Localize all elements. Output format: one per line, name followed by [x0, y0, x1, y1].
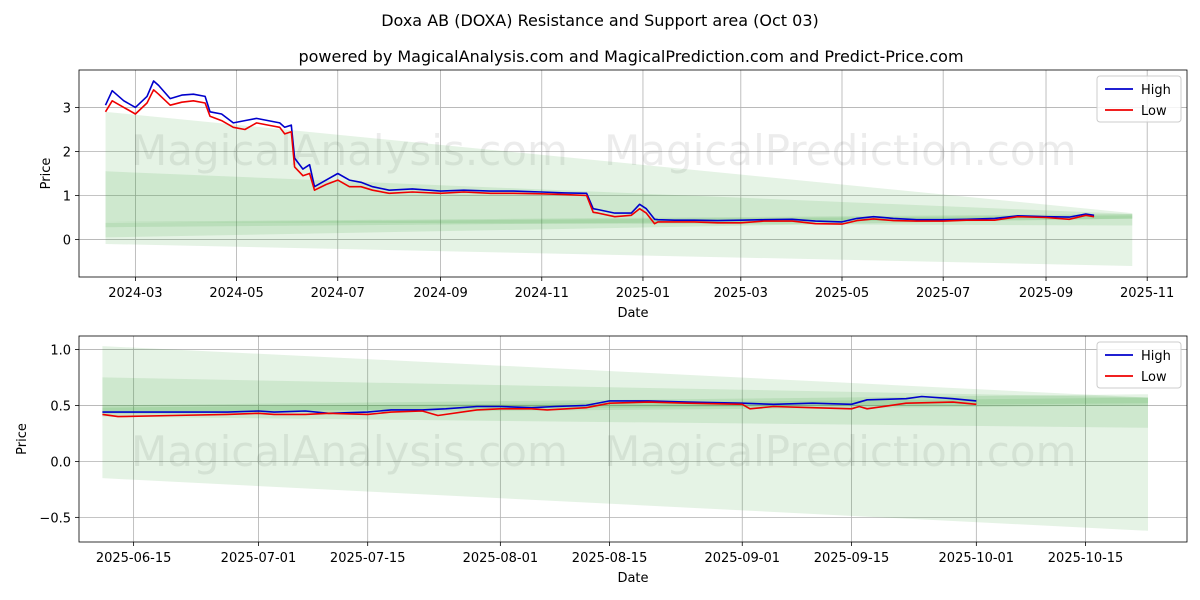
x-tick-label: 2025-08-01 [463, 551, 539, 566]
bottom-panel: MagicalAnalysis.com MagicalPrediction.com… [15, 335, 1188, 586]
watermark-text: MagicalPrediction.com [604, 126, 1077, 175]
series-line-low [104, 89, 1095, 225]
y-tick-label: 2 [63, 145, 71, 160]
x-tick-label: 2025-03 [714, 286, 768, 301]
x-axis-label: Date [617, 571, 648, 586]
y-tick-label: 1.0 [50, 343, 71, 358]
x-tick-label: 2024-11 [515, 286, 569, 301]
support-resistance-band [102, 346, 1148, 531]
legend-label-low: Low [1141, 370, 1167, 385]
x-tick-label: 2025-07-15 [330, 551, 406, 566]
series-line-low [102, 401, 977, 418]
series-line-high [104, 80, 1095, 223]
support-resistance-band [105, 171, 1133, 226]
legend-label-high: High [1141, 349, 1171, 364]
top-panel: MagicalAnalysis.com MagicalPrediction.com… [39, 69, 1188, 321]
y-axis-label: Price [39, 158, 54, 190]
y-tick-label: 1 [63, 190, 71, 205]
y-tick-label: 0.5 [50, 399, 71, 414]
support-resistance-band [105, 111, 1133, 266]
watermark-text: MagicalPrediction.com [604, 427, 1077, 476]
x-tick-label: 2025-07 [916, 286, 970, 301]
x-tick-label: 2025-06-15 [96, 551, 172, 566]
legend: High Low [1096, 341, 1182, 389]
x-axis-label: Date [617, 306, 648, 321]
series-line-high [102, 395, 977, 415]
x-tick-label: 2024-05 [209, 286, 263, 301]
axes-frame [78, 335, 1188, 543]
x-tick-label: 2024-03 [108, 286, 162, 301]
x-tick-label: 2024-07 [311, 286, 365, 301]
chart-subtitle: powered by MagicalAnalysis.com and Magic… [298, 47, 963, 66]
x-tick-label: 2025-09-15 [814, 551, 890, 566]
x-tick-label: 2025-11 [1120, 286, 1174, 301]
x-tick-label: 2025-08-15 [572, 551, 648, 566]
y-axis-label: Price [15, 423, 30, 455]
x-tick-label: 2025-05 [815, 286, 869, 301]
y-tick-label: −0.5 [39, 511, 71, 526]
legend: High Low [1096, 75, 1182, 123]
y-tick-label: 3 [63, 101, 71, 116]
chart-title: Doxa AB (DOXA) Resistance and Support ar… [381, 11, 819, 30]
x-tick-label: 2025-01 [616, 286, 670, 301]
support-resistance-band [102, 397, 1148, 413]
x-tick-label: 2025-07-01 [221, 551, 297, 566]
legend-label-high: High [1141, 83, 1171, 98]
x-tick-label: 2024-09 [413, 286, 467, 301]
x-tick-label: 2025-10-15 [1048, 551, 1124, 566]
x-tick-label: 2025-09 [1019, 286, 1073, 301]
watermark-text: MagicalAnalysis.com [131, 427, 568, 476]
y-tick-label: 0 [63, 234, 71, 249]
axes-frame [78, 69, 1188, 278]
legend-label-low: Low [1141, 104, 1167, 119]
x-tick-label: 2025-09-01 [704, 551, 780, 566]
x-tick-label: 2025-10-01 [939, 551, 1015, 566]
watermark-text: MagicalAnalysis.com [131, 126, 568, 175]
y-tick-label: 0.0 [50, 455, 71, 470]
